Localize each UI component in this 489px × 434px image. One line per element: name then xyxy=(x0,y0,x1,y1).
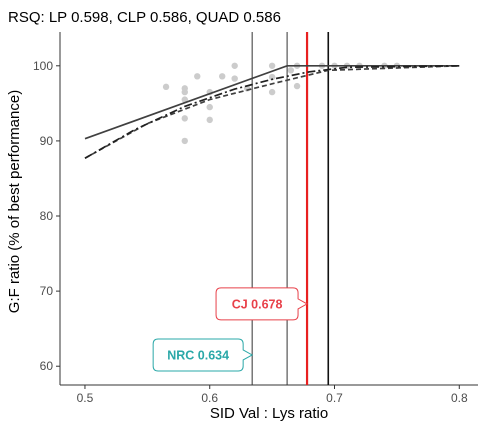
y-tick-label: 100 xyxy=(33,59,53,73)
callout-box xyxy=(215,287,309,321)
threshold-lines xyxy=(251,32,330,385)
data-point xyxy=(181,85,188,92)
plot-area: 0.5 0.6 0.7 0.8 60 70 80 90 100 CJ 0.678 NRC 0.6… xyxy=(33,32,478,405)
data-point xyxy=(206,116,213,124)
data-point xyxy=(206,103,213,111)
callout-box xyxy=(152,338,254,372)
fit-curve-solid xyxy=(84,64,460,140)
x-tick-label: 0.5 xyxy=(77,391,94,405)
data-point xyxy=(162,83,170,91)
data-point xyxy=(181,96,188,103)
y-axis-title: G:F ratio (% of best performance) xyxy=(6,90,23,313)
data-point xyxy=(181,115,188,122)
x-tick-label: 0.6 xyxy=(201,391,218,405)
data-point xyxy=(194,73,201,80)
fit-curve-dashdot xyxy=(84,64,460,159)
data-point xyxy=(287,67,295,74)
data-point xyxy=(268,73,276,81)
data-point xyxy=(181,137,188,145)
callout-label: NRC 0.634 xyxy=(167,348,229,362)
callout-label: CJ 0.678 xyxy=(232,297,283,311)
data-point xyxy=(231,62,238,69)
data-point xyxy=(268,88,276,96)
data-point xyxy=(231,75,238,82)
y-tick-label: 70 xyxy=(40,284,54,298)
y-axis-ticks: 60 70 80 90 100 xyxy=(33,59,60,373)
y-tick-label: 90 xyxy=(40,134,54,148)
y-tick-label: 80 xyxy=(40,209,54,223)
x-tick-label: 0.8 xyxy=(451,391,468,405)
y-tick-label: 60 xyxy=(40,359,54,373)
data-point xyxy=(293,82,301,90)
x-axis-title: SID Val : Lys ratio xyxy=(210,405,328,422)
x-axis-ticks: 0.5 0.6 0.7 0.8 xyxy=(77,385,468,405)
data-points xyxy=(162,62,401,145)
data-point xyxy=(219,73,226,80)
data-point xyxy=(268,62,276,69)
chart-title: RSQ: LP 0.598, CLP 0.586, QUAD 0.586 xyxy=(8,9,281,26)
callout-labels: CJ 0.678 NRC 0.634 xyxy=(152,287,309,372)
fitted-curves xyxy=(84,64,460,159)
x-tick-label: 0.7 xyxy=(326,391,343,405)
